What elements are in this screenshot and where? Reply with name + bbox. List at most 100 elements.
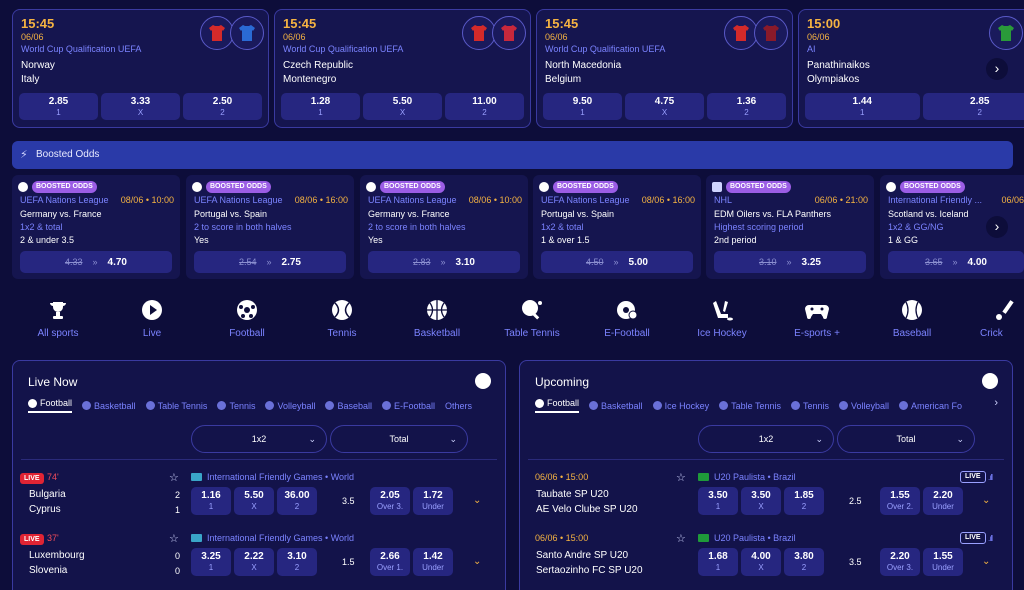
match-card[interactable]: 15:45 06/06 World Cup Qualification UEFA… [274,9,531,128]
odd-button[interactable]: 2.85 2 [922,93,1024,120]
odd-button[interactable]: 3.33 X [101,93,180,120]
star-icon[interactable]: ☆ [676,533,686,545]
odd-button[interactable]: 2.85 1 [19,93,98,120]
boosted-card[interactable]: BOOSTED ODDS UEFA Nations League 08/06 •… [186,175,354,279]
chevron-down-icon[interactable]: ⌄ [473,495,482,506]
odd-button[interactable]: 2.50 2 [183,93,262,120]
boosted-selection: 1 & over 1.5 [541,235,590,245]
star-icon[interactable]: ☆ [169,472,179,484]
chevron-down-icon[interactable]: ⌄ [473,556,482,567]
star-icon[interactable]: ☆ [169,533,179,545]
odd-button[interactable]: 4.00 X [741,548,781,576]
odd-button[interactable]: 1.72 Under [413,487,453,515]
sport-item-table-tennis[interactable]: Table Tennis [492,298,572,339]
odd-button[interactable]: 4.75 X [625,93,704,120]
sport-item-cricket[interactable]: Crick [980,298,1024,339]
odd-button[interactable]: 3.80 2 [784,548,824,576]
total-line: 3.5 [342,496,355,506]
odd-button[interactable]: 1.16 1 [191,487,231,515]
boosted-card[interactable]: BOOSTED ODDS UEFA Nations League 08/06 •… [12,175,180,279]
event-row[interactable]: LIVE 74' ☆ International Friendly Games … [13,469,505,531]
sport-item-live[interactable]: Live [112,298,192,339]
boosted-odd-button[interactable]: 4.50» 5.00 [541,251,693,273]
chevron-down-icon[interactable]: ⌄ [982,556,991,567]
market-select-total[interactable]: Total ⌄ [330,425,468,453]
odd-button[interactable]: 1.55 Under [923,548,963,576]
sport-item-baseball[interactable]: Baseball [872,298,952,339]
play-icon [112,298,192,322]
tab-volleyball[interactable]: Volleyball [265,398,315,413]
sport-item-e-football[interactable]: E-Football [587,298,667,339]
tab-e-football[interactable]: E-Football [382,398,435,413]
odd-button[interactable]: 1.42 Under [413,548,453,576]
live-badge: LIVE [20,473,44,484]
chevron-down-icon[interactable]: ⌄ [982,495,991,506]
sport-item-football[interactable]: Football [207,298,287,339]
odd-button[interactable]: 1.36 2 [707,93,786,120]
boosted-odd-button[interactable]: 2.83» 3.10 [368,251,520,273]
boosted-odd-button[interactable]: 2.54» 2.75 [194,251,346,273]
tab-basketball[interactable]: Basketball [589,398,643,413]
event-row[interactable]: 06/06 • 15:00 ☆ U20 Paulista • Brazil LI… [520,530,1012,590]
tab-others[interactable]: Others [445,400,473,411]
market-select-1x2[interactable]: 1x2 ⌄ [191,425,327,453]
odd-button[interactable]: 2.20 Under [923,487,963,515]
sport-item-basketball[interactable]: Basketball [397,298,477,339]
tab-football[interactable]: Football [28,398,73,413]
tab-table-tennis[interactable]: Table Tennis [145,398,207,413]
boosted-odd-button[interactable]: 4.33» 4.70 [20,251,172,273]
sport-item-all-sports[interactable]: All sports [18,298,98,339]
odd-button[interactable]: 36.00 2 [277,487,317,515]
odd-button[interactable]: 3.50 X [741,487,781,515]
odd-button[interactable]: 2.20 Over 3. [880,548,920,576]
boosted-selection: 2 & under 3.5 [20,235,75,245]
live-tag: LIVE [960,532,986,544]
match-card[interactable]: 15:45 06/06 World Cup Qualification UEFA… [12,9,269,128]
odd-button[interactable]: 1.28 1 [281,93,360,120]
odd-button[interactable]: 3.10 2 [277,548,317,576]
boosted-date: 08/06 • 16:00 [294,195,348,205]
carousel-next-button[interactable]: › [986,58,1008,80]
tab-table-tennis[interactable]: Table Tennis [719,398,781,413]
tab-american-football[interactable]: American Fo [899,398,962,413]
boosted-card[interactable]: BOOSTED ODDS UEFA Nations League 08/06 •… [533,175,701,279]
odd-button[interactable]: 1.44 1 [805,93,920,120]
odd-button[interactable]: 9.50 1 [543,93,622,120]
odd-button[interactable]: 5.50 X [363,93,442,120]
odd-button[interactable]: 3.50 1 [698,487,738,515]
tab-football[interactable]: Football [535,398,580,413]
team-home: Taubate SP U20 [536,489,609,500]
odd-button[interactable]: 2.66 Over 1. [370,548,410,576]
sport-item-e-sports[interactable]: E-sports + [777,298,857,339]
tab-tennis[interactable]: Tennis [217,398,255,413]
odd-button[interactable]: 1.55 Over 2. [880,487,920,515]
boosted-card[interactable]: BOOSTED ODDS International Friendly ... … [880,175,1024,279]
boosted-match: Germany vs. France [368,209,450,219]
odd-button[interactable]: 1.68 1 [698,548,738,576]
tab-baseball[interactable]: Baseball [325,398,372,413]
star-icon[interactable]: ☆ [676,472,686,484]
odd-button[interactable]: 11.00 2 [445,93,524,120]
odd-button[interactable]: 2.05 Over 3. [370,487,410,515]
odd-button[interactable]: 5.50 X [234,487,274,515]
sport-item-tennis[interactable]: Tennis [302,298,382,339]
tab-tennis[interactable]: Tennis [790,398,829,413]
event-row[interactable]: 06/06 • 15:00 ☆ U20 Paulista • Brazil LI… [520,469,1012,531]
odd-button[interactable]: 1.85 2 [784,487,824,515]
boosted-next-button[interactable]: › [986,216,1008,238]
odd-button[interactable]: 2.22 X [234,548,274,576]
market-select-total[interactable]: Total ⌄ [837,425,975,453]
boosted-odd-button[interactable]: 3.10» 3.25 [714,251,866,273]
match-card[interactable]: 15:45 06/06 World Cup Qualification UEFA… [536,9,793,128]
tabs-next-icon[interactable]: › [994,397,998,409]
boosted-card[interactable]: BOOSTED ODDS NHL 06/06 • 21:00 EDM Oiler… [706,175,874,279]
market-select-1x2[interactable]: 1x2 ⌄ [698,425,834,453]
tab-volleyball[interactable]: Volleyball [838,398,889,413]
tab-ice-hockey[interactable]: Ice Hockey [652,398,709,413]
event-row[interactable]: LIVE 37' ☆ International Friendly Games … [13,530,505,590]
sport-item-ice-hockey[interactable]: Ice Hockey [682,298,762,339]
boosted-odd-button[interactable]: 3.65» 4.00 [888,251,1024,273]
tab-basketball[interactable]: Basketball [82,398,136,413]
odd-button[interactable]: 3.25 1 [191,548,231,576]
boosted-card[interactable]: BOOSTED ODDS UEFA Nations League 08/06 •… [360,175,528,279]
